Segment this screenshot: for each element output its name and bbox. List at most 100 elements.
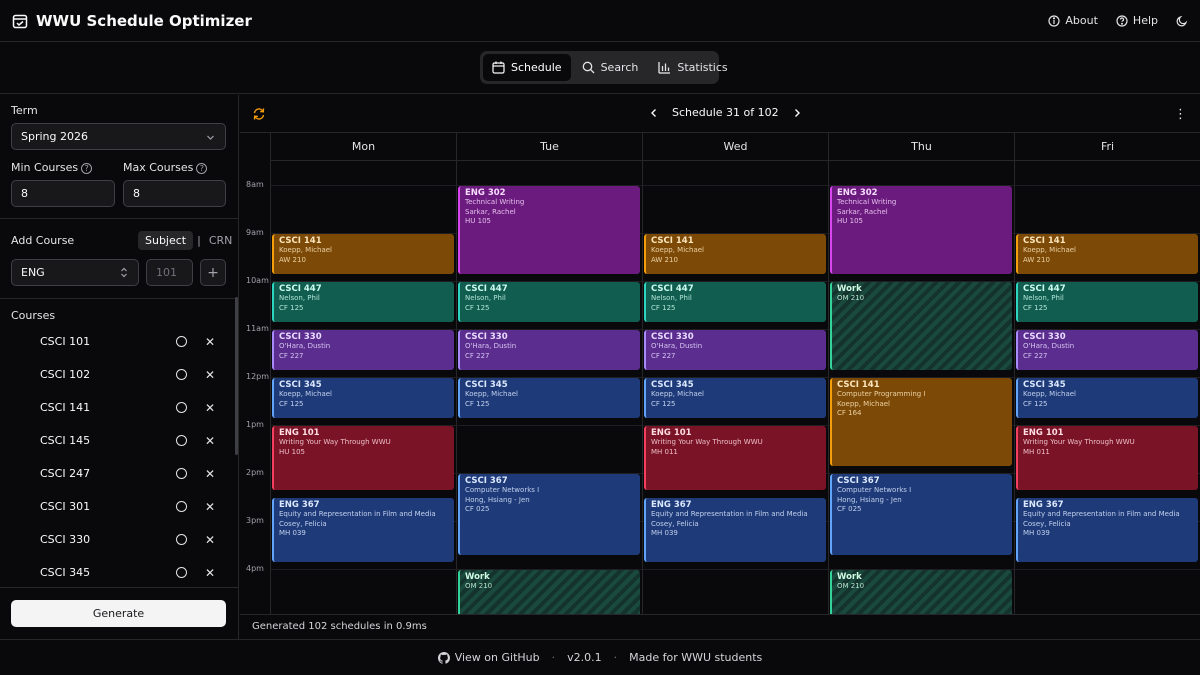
- course-block[interactable]: CSCI 141 Computer Programming I Koepp, Mic…: [830, 378, 1012, 466]
- about-link[interactable]: About: [1048, 14, 1098, 27]
- mode-subject-button[interactable]: Subject: [138, 231, 194, 250]
- course-list-item: CSCI 101 ✕: [0, 325, 236, 358]
- circle-icon[interactable]: [176, 534, 187, 545]
- course-block[interactable]: CSCI 141 Koepp, Michael AW 210: [272, 234, 454, 274]
- scrollbar[interactable]: [235, 297, 238, 455]
- day-column: [642, 161, 828, 614]
- course-block[interactable]: ENG 302 Technical Writing Sarkar, Rachel HU…: [830, 186, 1012, 274]
- circle-icon[interactable]: [176, 402, 187, 413]
- course-detail: CF 125: [1023, 303, 1048, 312]
- course-detail: Nelson, Phil: [651, 294, 692, 302]
- course-block[interactable]: CSCI 447 Nelson, Phil CF 125: [458, 282, 640, 322]
- close-icon[interactable]: ✕: [205, 565, 216, 580]
- course-detail: MH 011: [651, 447, 678, 456]
- course-block[interactable]: CSCI 330 O'Hara, Dustin CF 227: [1016, 330, 1198, 370]
- work-block[interactable]: Work OM 210: [830, 570, 1012, 614]
- work-block[interactable]: Work OM 210: [458, 570, 640, 614]
- term-label: Term: [11, 104, 38, 117]
- close-icon[interactable]: ✕: [205, 499, 216, 514]
- course-block[interactable]: ENG 302 Technical Writing Sarkar, Rachel HU…: [458, 186, 640, 274]
- add-course-button[interactable]: +: [200, 259, 226, 286]
- day-header-tue: Tue: [456, 133, 642, 161]
- course-block[interactable]: CSCI 330 O'Hara, Dustin CF 227: [272, 330, 454, 370]
- brand[interactable]: WWU Schedule Optimizer: [12, 12, 252, 30]
- close-icon[interactable]: ✕: [205, 367, 216, 382]
- circle-icon[interactable]: [176, 369, 187, 380]
- circle-icon[interactable]: [176, 567, 187, 578]
- refresh-icon[interactable]: [252, 107, 266, 121]
- help-link[interactable]: Help: [1116, 14, 1158, 27]
- course-code: ENG 367: [279, 500, 320, 510]
- course-block[interactable]: CSCI 367 Computer Networks I Hong, Hsiang …: [830, 474, 1012, 555]
- course-number-input[interactable]: 101: [146, 259, 193, 286]
- generate-button[interactable]: Generate: [11, 600, 226, 627]
- circle-icon[interactable]: [176, 468, 187, 479]
- course-block[interactable]: CSCI 141 Koepp, Michael AW 210: [1016, 234, 1198, 274]
- course-block[interactable]: CSCI 345 Koepp, Michael CF 125: [458, 378, 640, 418]
- mode-crn-button[interactable]: CRN: [208, 234, 233, 247]
- divider: [0, 587, 238, 588]
- circle-icon[interactable]: [176, 336, 187, 347]
- hour-label: 10am: [246, 276, 269, 285]
- course-block[interactable]: CSCI 141 Koepp, Michael AW 210: [644, 234, 826, 274]
- course-block[interactable]: ENG 101 Writing Your Way Through WWU MH 01…: [644, 426, 826, 490]
- hour-label: 3pm: [246, 516, 264, 525]
- course-block[interactable]: CSCI 345 Koepp, Michael CF 125: [1016, 378, 1198, 418]
- tab-search-label: Search: [600, 61, 639, 74]
- chevron-left-icon[interactable]: [650, 108, 658, 118]
- close-icon[interactable]: ✕: [205, 433, 216, 448]
- tab-statistics[interactable]: Statistics: [649, 54, 736, 81]
- bar-chart-icon: [658, 62, 671, 74]
- term-value: Spring 2026: [21, 130, 88, 143]
- min-courses-input[interactable]: 8: [11, 180, 115, 207]
- course-block[interactable]: CSCI 345 Koepp, Michael CF 125: [272, 378, 454, 418]
- course-block[interactable]: CSCI 330 O'Hara, Dustin CF 227: [644, 330, 826, 370]
- close-icon[interactable]: ✕: [205, 400, 216, 415]
- hour-label: 2pm: [246, 468, 264, 477]
- close-icon[interactable]: ✕: [205, 466, 216, 481]
- course-block[interactable]: ENG 101 Writing Your Way Through WWU MH 01…: [1016, 426, 1198, 490]
- course-block[interactable]: CSCI 367 Computer Networks I Hong, Hsiang …: [458, 474, 640, 555]
- help-icon[interactable]: ?: [81, 162, 93, 174]
- circle-icon[interactable]: [176, 501, 187, 512]
- work-block[interactable]: Work OM 210: [830, 282, 1012, 370]
- help-label: Help: [1132, 14, 1158, 27]
- course-detail: MH 039: [651, 529, 678, 537]
- course-block[interactable]: ENG 367 Equity and Representation in Film…: [272, 498, 454, 562]
- course-block[interactable]: CSCI 447 Nelson, Phil CF 125: [272, 282, 454, 322]
- calendar-check-icon: [12, 14, 28, 28]
- more-options-icon[interactable]: ⋮: [1174, 107, 1187, 122]
- close-icon[interactable]: ✕: [205, 334, 216, 349]
- course-detail: CF 125: [651, 303, 676, 312]
- github-link[interactable]: View on GitHub: [437, 651, 540, 664]
- subject-select[interactable]: ENG: [11, 259, 139, 286]
- course-block[interactable]: ENG 367 Equity and Representation in Film…: [1016, 498, 1198, 562]
- circle-icon[interactable]: [176, 435, 187, 446]
- chevron-right-icon[interactable]: [793, 108, 801, 118]
- course-block[interactable]: CSCI 330 O'Hara, Dustin CF 227: [458, 330, 640, 370]
- course-detail: AW 210: [651, 255, 678, 264]
- tab-search[interactable]: Search: [573, 54, 648, 81]
- course-block[interactable]: ENG 101 Writing Your Way Through WWU HU 10…: [272, 426, 454, 490]
- tab-schedule[interactable]: Schedule: [483, 54, 571, 81]
- course-block[interactable]: ENG 367 Equity and Representation in Film…: [644, 498, 826, 562]
- course-name: CSCI 247: [40, 467, 91, 480]
- help-icon[interactable]: ?: [196, 162, 208, 174]
- course-detail: Nelson, Phil: [465, 294, 506, 302]
- max-courses-input[interactable]: 8: [123, 180, 226, 207]
- moon-icon[interactable]: [1176, 15, 1188, 27]
- course-detail: Koepp, Michael: [651, 246, 704, 254]
- course-detail: Cosey, Felicia: [1023, 519, 1071, 528]
- course-detail: Nelson, Phil: [279, 294, 320, 302]
- close-icon[interactable]: ✕: [205, 532, 216, 547]
- course-detail: Cosey, Felicia: [279, 519, 327, 528]
- course-block[interactable]: CSCI 447 Nelson, Phil CF 125: [1016, 282, 1198, 322]
- course-block[interactable]: CSCI 345 Koepp, Michael CF 125: [644, 378, 826, 418]
- course-detail: Computer Networks I: [465, 486, 540, 494]
- course-list-item: CSCI 145 ✕: [0, 424, 236, 457]
- course-code: ENG 302: [837, 188, 878, 198]
- course-detail: Hong, Hsiang - Jen: [837, 495, 902, 504]
- course-block[interactable]: CSCI 447 Nelson, Phil CF 125: [644, 282, 826, 322]
- day-header-thu: Thu: [828, 133, 1014, 161]
- term-select[interactable]: Spring 2026: [11, 123, 226, 150]
